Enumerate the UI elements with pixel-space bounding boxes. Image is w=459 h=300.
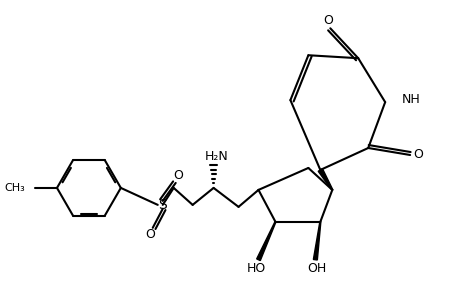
- Text: HO: HO: [246, 262, 266, 275]
- Text: CH₃: CH₃: [4, 183, 25, 193]
- Text: OH: OH: [307, 262, 326, 275]
- Polygon shape: [313, 222, 320, 260]
- Text: H₂N: H₂N: [204, 151, 228, 164]
- Polygon shape: [256, 222, 275, 260]
- Polygon shape: [318, 169, 332, 190]
- Text: NH: NH: [401, 93, 420, 106]
- Text: O: O: [174, 169, 183, 182]
- Text: O: O: [145, 228, 154, 241]
- Text: O: O: [412, 148, 422, 161]
- Text: O: O: [323, 14, 332, 27]
- Text: S: S: [158, 198, 167, 212]
